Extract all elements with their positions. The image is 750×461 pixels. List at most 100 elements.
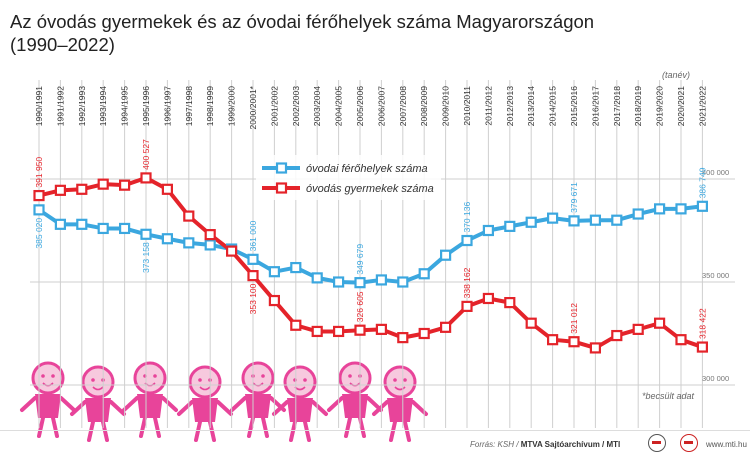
child-head-icon [133, 361, 167, 395]
x-tick-label: 2005/2006 [355, 86, 365, 126]
child-eye-icon [153, 374, 157, 378]
data-point-places [418, 268, 430, 280]
data-point-children [140, 172, 152, 184]
x-tick-label: 2004/2005 [334, 86, 344, 126]
data-point-children [546, 334, 559, 346]
data-point-children [461, 300, 473, 312]
data-label: 386 749 [697, 167, 707, 198]
x-tick-label: 2021/2022 [697, 86, 707, 126]
data-point-children [653, 317, 666, 329]
data-point-children [290, 319, 302, 331]
data-point-places [76, 218, 88, 230]
child-eye-icon [348, 374, 352, 378]
child-eye-icon [393, 378, 397, 382]
child-body-icon [342, 394, 368, 418]
data-label: 353 100 [248, 283, 258, 314]
mtva-logo-icon [648, 434, 666, 452]
child-head-icon [241, 361, 275, 395]
x-tick-label: 2010/2011 [462, 86, 472, 126]
x-tick-label: 2006/2007 [376, 86, 386, 126]
child-body-icon [35, 394, 61, 418]
source-credit: Forrás: KSH / MTVA Sajtóarchívum / MTI [470, 440, 620, 449]
data-point-places [268, 266, 280, 278]
child-figure-icon [70, 365, 126, 442]
data-label: 349 679 [355, 244, 365, 275]
source-prefix: Forrás: KSH / [470, 440, 521, 449]
legend: óvodai férőhelyek száma óvodás gyermekek … [256, 155, 441, 200]
x-tick-label: 1999/2000 [227, 86, 237, 126]
data-point-places [546, 212, 559, 224]
child-legs-icon [289, 420, 311, 442]
child-head-icon [31, 361, 65, 395]
x-tick-label: 2000/2001* [248, 85, 258, 129]
data-label: 370 136 [462, 202, 472, 233]
series-points [33, 172, 709, 354]
data-point-places [632, 208, 644, 220]
x-tick-label: 1993/1994 [98, 86, 108, 126]
data-point-children [97, 178, 109, 190]
child-legs-icon [194, 420, 216, 442]
child-head-icon [283, 365, 317, 399]
data-point-children [247, 270, 259, 282]
data-point-places [290, 261, 302, 274]
child-body-icon [192, 398, 218, 422]
x-tick-label: 1997/1998 [184, 86, 194, 126]
x-tick-label: 2009/2010 [441, 86, 451, 126]
data-point-children [440, 321, 452, 333]
child-body-icon [85, 398, 111, 422]
unit-label: (tanév) [662, 70, 691, 80]
series-line-places [37, 204, 703, 285]
x-tick-label: 2012/2013 [505, 86, 515, 126]
data-label: 373 158 [141, 242, 151, 273]
data-point-children [161, 183, 173, 195]
data-point-children [589, 342, 602, 354]
legend-swatch-marker [275, 182, 288, 194]
data-point-places [33, 204, 45, 216]
title-line-2: (1990–2022) [10, 34, 115, 56]
child-figure-icon [20, 361, 76, 438]
legend-label: óvodás gyermekek száma [306, 183, 434, 195]
data-point-children [33, 189, 45, 202]
x-tick-label: 2001/2002 [269, 86, 279, 126]
data-point-children [311, 325, 323, 338]
child-arms-icon [20, 396, 76, 412]
x-tick-label: 2011/2012 [483, 86, 493, 126]
child-body-icon [287, 398, 313, 422]
child-body-icon [245, 394, 271, 418]
y-tick-label: 350 000 [702, 271, 729, 280]
child-eye-icon [91, 378, 95, 382]
site-link[interactable]: www.mti.hu [706, 440, 747, 449]
series-line-children [38, 175, 704, 350]
data-point-places [461, 234, 473, 247]
data-point-children [397, 332, 409, 344]
data-point-places [375, 274, 387, 286]
child-legs-icon [247, 416, 269, 438]
legend-swatch-marker [275, 162, 288, 174]
child-figure-icon [122, 361, 178, 438]
chart-title: Az óvodás gyermekek és az óvodai férőhel… [10, 10, 594, 56]
data-label: 391 950 [34, 157, 44, 188]
kids-illustration [20, 361, 428, 442]
data-point-places [54, 218, 67, 230]
x-tick-label: 2016/2017 [590, 86, 600, 126]
child-eye-icon [303, 378, 307, 382]
data-point-places [696, 200, 709, 212]
child-legs-icon [87, 420, 109, 442]
series-lines [37, 175, 704, 350]
x-tick-label: 1998/1999 [205, 86, 215, 126]
data-point-children [226, 245, 238, 257]
data-point-children [696, 341, 709, 353]
data-point-children [675, 334, 687, 346]
data-point-children [568, 336, 580, 348]
y-axis-labels: 400 000 350 000 300 000 [702, 168, 729, 383]
data-point-children [482, 292, 494, 305]
child-mouth-icon [92, 386, 104, 391]
title-line-1: Az óvodás gyermekek és az óvodai férőhel… [10, 11, 595, 32]
footnote: *becsült adat [642, 391, 695, 401]
source-bold: MTVA Sajtóarchívum / MTI [520, 440, 621, 449]
data-point-children [183, 210, 195, 222]
data-point-places [525, 216, 537, 228]
child-eye-icon [41, 374, 45, 378]
child-legs-icon [37, 416, 59, 438]
